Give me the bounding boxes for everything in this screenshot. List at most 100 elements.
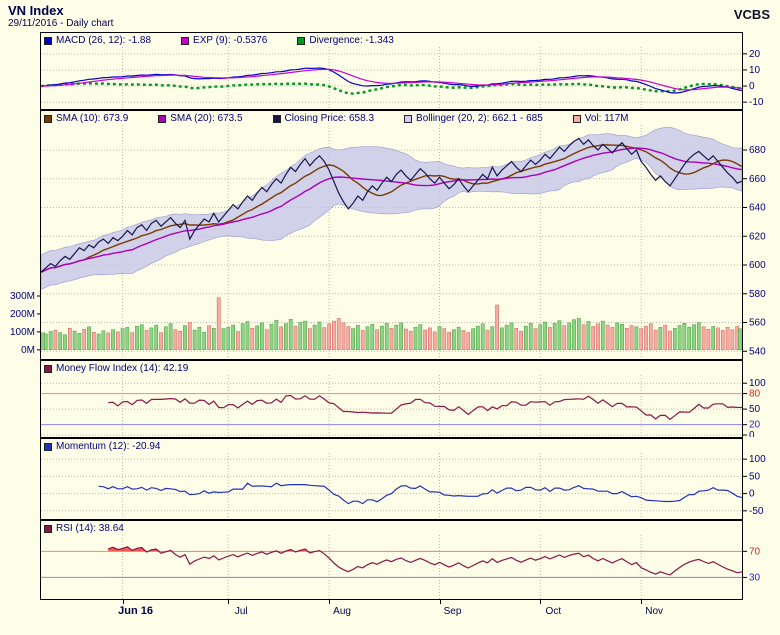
- page-title: VN Index: [8, 3, 64, 18]
- volume-bar-up: [687, 326, 692, 351]
- volume-bar-up: [63, 334, 67, 351]
- y-tick-label: 0: [749, 489, 755, 500]
- rsi-line: [108, 546, 743, 576]
- sma10-legend-label: SMA (10): 673.9: [56, 113, 129, 124]
- exp-legend-label: EXP (9): -0.5376: [193, 35, 268, 46]
- y-tick-label: 640: [749, 203, 766, 214]
- volume-bar-up: [211, 328, 216, 351]
- volume-bar-down: [533, 328, 538, 351]
- volume-bar-down: [67, 328, 72, 351]
- volume-bar-down: [629, 325, 634, 351]
- volume-bar-down: [82, 328, 87, 351]
- legend-macd: MACD (26, 12): -1.88 EXP (9): -0.5376 Dive…: [44, 34, 394, 47]
- divergence-swatch-icon: [297, 36, 306, 45]
- y-tick-label: 680: [749, 145, 766, 156]
- close-swatch-icon: [272, 114, 281, 123]
- month-tickmark: [329, 600, 331, 604]
- volume-bar-up: [312, 324, 317, 351]
- volume-bar-down: [562, 325, 567, 351]
- volume-bar-down: [173, 329, 178, 351]
- momentum-plot: 100 50 0 -50: [41, 453, 766, 519]
- mfi-legend-label: Money Flow Index (14): 42.19: [56, 363, 189, 374]
- volume-bar-down: [485, 329, 490, 351]
- volume-bar-down: [159, 332, 163, 351]
- volume-bar-up: [394, 324, 399, 351]
- volume-bar-down: [130, 332, 135, 351]
- volume-bar-up: [471, 328, 475, 351]
- volume-bar-down: [581, 324, 586, 351]
- volume-bar-up: [168, 323, 173, 351]
- volume-tick-label: 300M: [10, 291, 35, 302]
- y-tick-label: 50: [749, 404, 761, 415]
- volume-bar-up: [399, 322, 403, 351]
- legend-item-volume: Vol: 117M: [572, 112, 629, 125]
- panel-mfi: Money Flow Index (14): 42.19 100 80 50 20 0: [0, 360, 780, 438]
- legend-mfi: Money Flow Index (14): 42.19: [44, 362, 188, 375]
- volume-bar-up: [557, 320, 562, 351]
- volume-bar-down: [375, 329, 379, 351]
- volume-bar-down: [264, 329, 269, 351]
- sma20-swatch-icon: [158, 114, 167, 123]
- volume-bar-down: [716, 327, 720, 351]
- volume-bar-up: [125, 327, 130, 351]
- legend-item-divergence: Divergence: -1.343: [297, 34, 394, 47]
- volume-bar-up: [504, 324, 509, 351]
- volume-bar-up: [528, 323, 533, 351]
- month-label: Aug: [333, 606, 351, 617]
- volume-bar-up: [572, 319, 576, 351]
- volume-bar-down: [423, 329, 427, 351]
- volume-bar-down: [648, 323, 653, 351]
- panel-price: SMA (10): 673.9 SMA (20): 673.5 Closing Pr…: [0, 110, 780, 360]
- volume-bar-up: [543, 321, 547, 351]
- month-tickmark: [122, 600, 124, 604]
- volume-bar-up: [500, 327, 504, 351]
- volume-swatch-icon: [572, 114, 581, 123]
- volume-bar-up: [183, 325, 187, 351]
- volume-bar-up: [351, 328, 355, 351]
- y-tick-label: 560: [749, 318, 766, 329]
- volume-legend-label: Vol: 117M: [584, 113, 629, 124]
- y-tick-label: 10: [749, 65, 761, 76]
- volume-bar-up: [72, 330, 77, 351]
- price-plot: 300M 200M 100M 0M 680 660 640 620 600 580 560 540: [10, 125, 766, 359]
- y-tick-label: -10: [749, 97, 764, 108]
- volume-tick-label: 0M: [21, 345, 35, 356]
- volume-bar-up: [452, 329, 456, 351]
- volume-bar-up: [576, 318, 581, 351]
- volume-bar-up: [255, 325, 259, 351]
- volume-bar-up: [677, 325, 682, 351]
- legend-item-sma20: SMA (20): 673.5: [158, 112, 243, 125]
- legend-item-rsi: RSI (14): 38.64: [44, 522, 124, 535]
- month-tickmark: [439, 600, 441, 604]
- y-tick-label: 100: [749, 454, 766, 465]
- volume-bar-up: [413, 326, 418, 351]
- volume-bars: [41, 297, 742, 351]
- legend-item-macd: MACD (26, 12): -1.88: [44, 34, 151, 47]
- volume-bar-down: [53, 329, 58, 351]
- volume-bar-up: [356, 325, 360, 351]
- volume-bar-up: [456, 326, 461, 351]
- volume-bar-down: [250, 328, 255, 351]
- volume-bar-down: [432, 331, 437, 351]
- macd-plot: 20 10 0 -10: [40, 47, 764, 109]
- volume-bar-up: [380, 325, 384, 351]
- volume-bar-down: [548, 327, 552, 351]
- volume-bar-down: [624, 328, 629, 351]
- month-tickmark: [228, 600, 230, 604]
- volume-bar-down: [360, 330, 365, 351]
- y-tick-label: 0: [749, 430, 755, 437]
- volume-bar-up: [303, 320, 307, 351]
- month-label: Oct: [545, 606, 562, 617]
- volume-bar-down: [341, 322, 346, 351]
- volume-bar-down: [639, 328, 644, 351]
- volume-bar-down: [644, 325, 648, 351]
- volume-bar-down: [447, 331, 451, 351]
- volume-bar-down: [91, 331, 96, 351]
- mfi-line: [108, 394, 743, 421]
- volume-bar-up: [615, 322, 620, 351]
- legend-item-sma10: SMA (10): 673.9: [44, 112, 128, 125]
- legend-item-exp: EXP (9): -0.5376: [181, 34, 267, 47]
- volume-bar-down: [610, 327, 615, 351]
